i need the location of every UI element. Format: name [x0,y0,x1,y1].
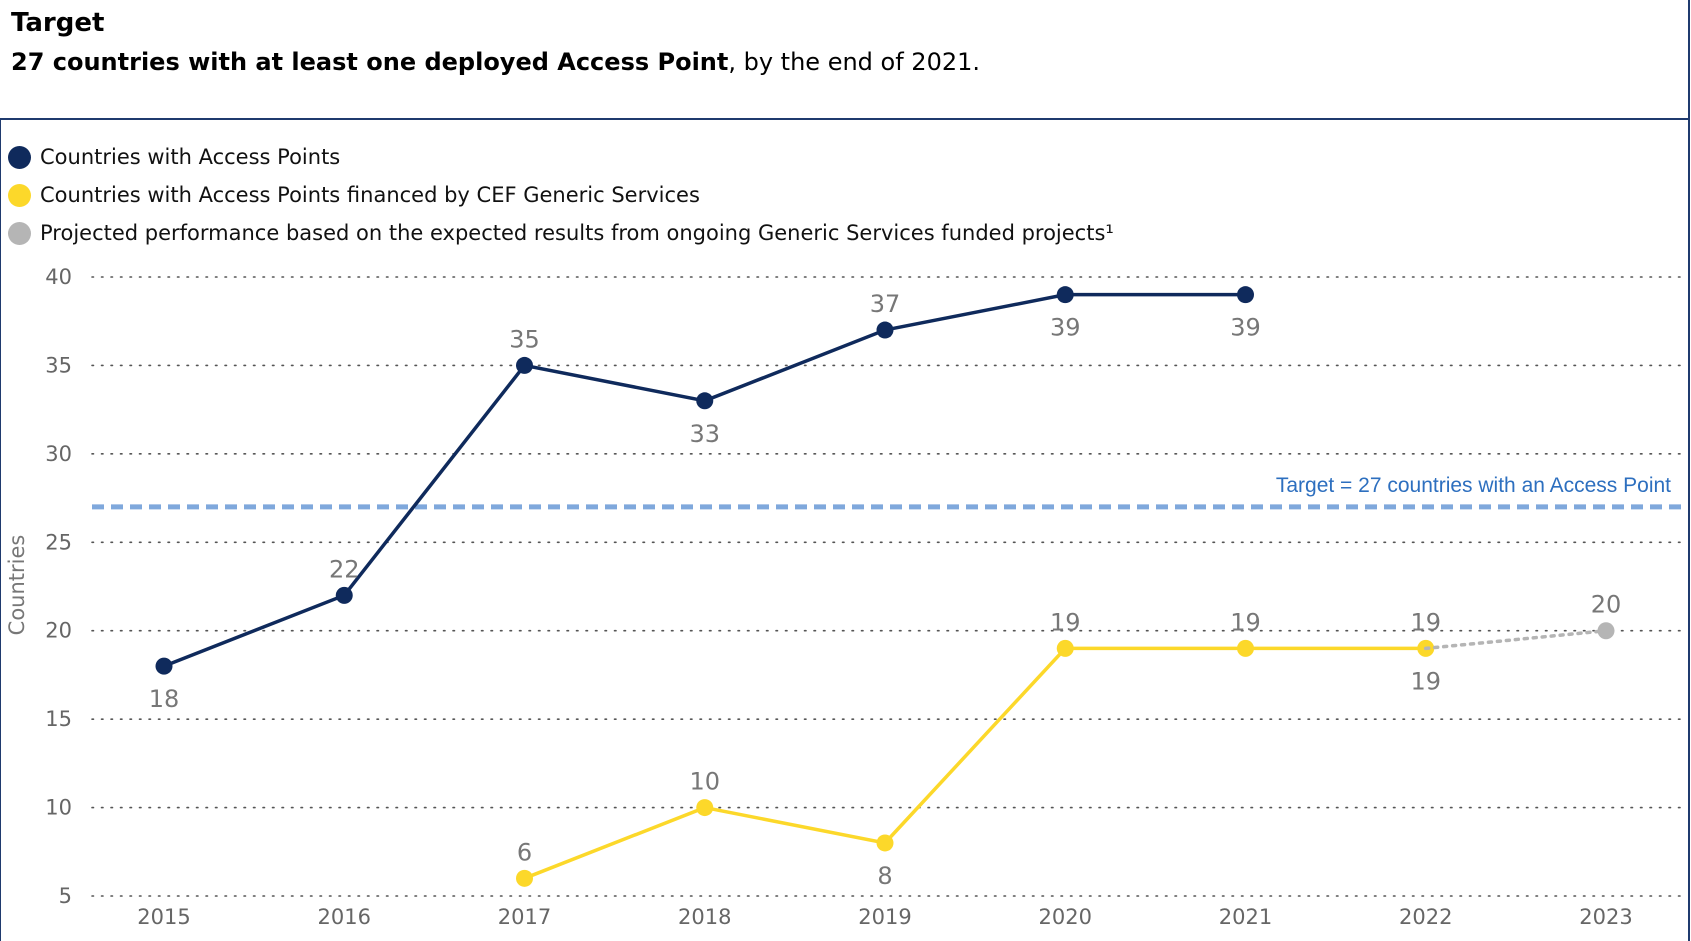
data-label: 6 [517,838,532,866]
legend-dot-yellow [8,183,31,207]
y-tick-label: 25 [45,530,72,554]
target-label: Target = 27 countries with an Access Poi… [1276,474,1671,497]
data-label: 39 [1050,314,1081,342]
y-tick-label: 10 [45,796,72,820]
data-label: 19 [1230,608,1261,636]
data-point [1597,622,1615,640]
right-border [1688,120,1690,941]
data-label: 8 [877,862,892,890]
legend-item-access-points: Countries with Access Points [8,138,1114,176]
x-tick-label: 2023 [1579,905,1632,929]
legend-label: Countries with Access Points [40,145,341,169]
data-point [876,321,894,339]
data-label: 10 [689,768,720,796]
y-tick-label: 30 [45,442,72,466]
x-tick-label: 2017 [498,905,551,929]
y-tick-label: 40 [45,265,72,289]
header-subtitle: 27 countries with at least one deployed … [11,48,980,76]
legend-dot-navy [8,145,31,169]
subtitle-rest: , by the end of 2021. [728,48,981,76]
y-tick-label: 20 [45,619,72,643]
x-tick-label: 2015 [137,905,190,929]
legend-label: Projected performance based on the expec… [40,221,1114,245]
x-tick-label: 2019 [858,905,911,929]
data-point [516,869,533,887]
data-point [1237,639,1254,657]
subtitle-bold: 27 countries with at least one deployed … [11,48,729,76]
legend-item-cef: Countries with Access Points financed by… [8,176,1114,214]
series-line [1424,628,1608,651]
y-tick-label: 5 [59,884,72,908]
left-border [0,120,1,941]
data-label: 22 [329,555,360,583]
header-title: Target [11,8,105,38]
data-point [516,356,533,374]
data-label: 18 [149,685,180,713]
y-axis-label: Countries [5,535,29,636]
data-point [696,392,714,410]
x-tick-label: 2022 [1399,905,1452,929]
data-point [696,799,714,817]
data-point [1056,639,1074,657]
data-label: 19 [1410,608,1441,636]
legend-dot-grey [8,221,31,245]
series-line [522,646,1428,881]
data-label: 19 [1050,608,1081,636]
y-tick-label: 35 [45,353,72,377]
x-tick-label: 2021 [1219,905,1272,929]
legend-label: Countries with Access Points financed by… [40,183,700,207]
data-point [876,834,894,852]
data-point [1056,286,1074,304]
data-point [1237,286,1254,304]
data-point [155,657,173,675]
legend-item-projected: Projected performance based on the expec… [8,214,1114,252]
data-label: 19 [1410,667,1441,695]
y-tick-label: 15 [45,707,72,731]
series-line [162,292,1248,668]
data-label: 37 [870,290,901,318]
legend: Countries with Access Points Countries w… [8,138,1114,252]
x-tick-label: 2020 [1039,905,1092,929]
data-label: 33 [689,420,720,448]
x-tick-label: 2018 [678,905,731,929]
data-label: 20 [1591,591,1622,619]
data-label: 39 [1230,314,1261,342]
data-label: 35 [509,325,540,353]
x-tick-label: 2016 [318,905,371,929]
target-header: Target 27 countries with at least one de… [0,0,1690,120]
data-point [335,586,353,604]
